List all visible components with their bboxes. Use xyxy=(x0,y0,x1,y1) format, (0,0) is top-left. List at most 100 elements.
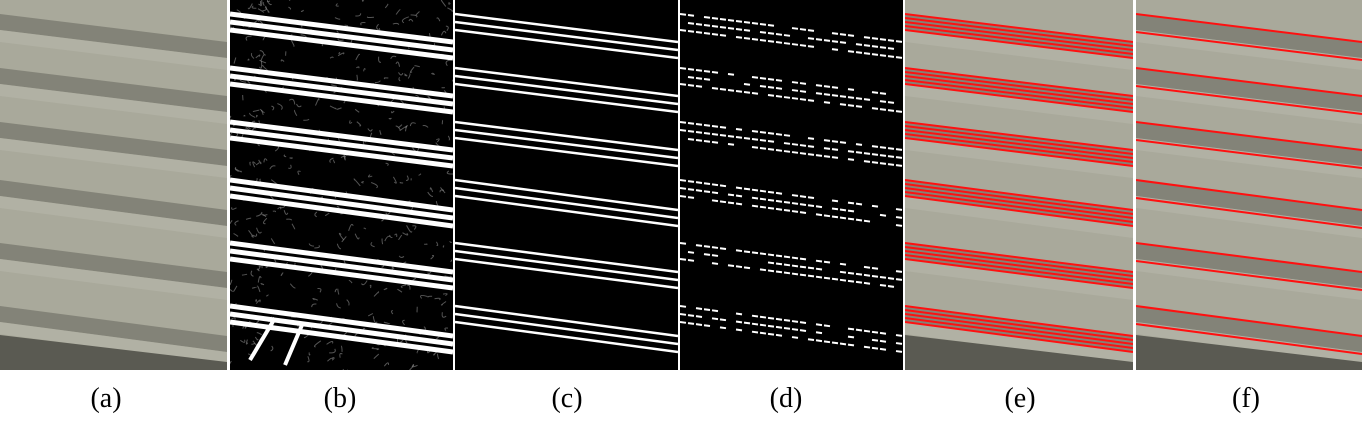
edge-segment xyxy=(872,340,878,341)
edge-segment xyxy=(848,281,854,282)
edge-segment xyxy=(680,322,686,323)
edge-segment xyxy=(848,273,854,274)
edge-segment xyxy=(896,165,902,166)
edge-segment xyxy=(760,148,766,149)
edge-segment xyxy=(688,197,694,198)
edge-segment xyxy=(712,255,718,256)
edge-segment xyxy=(720,19,726,20)
edge-segment xyxy=(728,202,734,203)
edge-segment xyxy=(728,194,734,195)
edge-segment xyxy=(848,35,854,36)
edge-segment xyxy=(752,23,758,24)
edge-segment xyxy=(704,309,710,310)
edge-segment xyxy=(696,86,702,87)
edge-segment xyxy=(824,40,830,41)
edge-segment xyxy=(776,263,782,264)
edge-segment xyxy=(824,341,830,342)
edge-segment xyxy=(752,206,758,207)
edge-segment xyxy=(768,79,774,80)
edge-segment xyxy=(776,34,782,35)
edge-segment xyxy=(760,191,766,192)
edge-segment xyxy=(848,51,854,52)
edge-segment xyxy=(768,200,774,201)
edge-segment xyxy=(776,209,782,210)
edge-segment xyxy=(784,273,790,274)
edge-segment xyxy=(824,156,830,157)
edge-segment xyxy=(864,161,870,162)
edge-segment xyxy=(768,33,774,34)
edge-segment xyxy=(784,35,790,36)
edge-segment xyxy=(896,225,902,226)
edge-segment xyxy=(760,140,766,141)
edge-texture xyxy=(400,182,403,183)
edge-segment xyxy=(776,327,782,328)
edge-segment xyxy=(864,45,870,46)
edge-segment xyxy=(872,38,878,39)
edge-segment xyxy=(712,34,718,35)
edge-segment xyxy=(816,269,822,270)
edge-segment xyxy=(784,43,790,44)
edge-segment xyxy=(864,331,870,332)
edge-segment xyxy=(832,33,838,34)
edge-segment xyxy=(760,207,766,208)
edge-segment xyxy=(832,49,838,50)
edge-segment xyxy=(816,324,822,325)
edge-segment xyxy=(864,267,870,268)
edge-segment xyxy=(840,142,846,143)
edge-segment xyxy=(768,95,774,96)
edge-segment xyxy=(808,38,814,39)
edge-segment xyxy=(816,332,822,333)
edge-segment xyxy=(864,221,870,222)
edge-segment xyxy=(696,316,702,317)
edge-segment xyxy=(816,340,822,341)
edge-segment xyxy=(800,145,806,146)
edge-segment xyxy=(736,29,742,30)
edge-segment xyxy=(768,318,774,319)
edge-segment xyxy=(888,148,894,149)
edge-segment xyxy=(688,15,694,16)
edge-texture xyxy=(382,239,383,245)
edge-segment xyxy=(680,14,686,15)
edge-segment xyxy=(736,21,742,22)
edge-segment xyxy=(744,84,750,85)
edge-segment xyxy=(696,124,702,125)
caption-f: (f) xyxy=(1186,382,1306,416)
edge-segment xyxy=(896,209,902,210)
edge-segment xyxy=(808,100,814,101)
panel-c-binary-edges xyxy=(455,0,678,370)
edge-segment xyxy=(728,20,734,21)
edge-segment xyxy=(728,74,734,75)
edge-segment xyxy=(712,318,718,319)
edge-segment xyxy=(752,77,758,78)
edge-segment xyxy=(736,204,742,205)
edge-segment xyxy=(736,37,742,38)
edge-segment xyxy=(704,325,710,326)
edge-segment xyxy=(768,326,774,327)
edge-segment xyxy=(816,93,822,94)
edge-segment xyxy=(816,155,822,156)
edge-segment xyxy=(848,89,854,90)
edge-segment xyxy=(760,132,766,133)
edge-segment xyxy=(792,203,798,204)
edge-segment xyxy=(768,25,774,26)
edge-segment xyxy=(896,41,902,42)
edge-segment xyxy=(696,182,702,183)
edge-segment xyxy=(808,205,814,206)
edge-segment xyxy=(720,327,726,328)
edge-segment xyxy=(680,30,686,31)
edge-segment xyxy=(704,17,710,18)
edge-segment xyxy=(832,216,838,217)
edge-segment xyxy=(880,147,886,148)
edge-segment xyxy=(776,335,782,336)
edge-segment xyxy=(856,144,862,145)
edge-segment xyxy=(744,22,750,23)
edge-magnitude-image xyxy=(230,0,453,370)
edge-segment xyxy=(888,48,894,49)
edge-segment xyxy=(792,28,798,29)
edge-segment xyxy=(840,272,846,273)
edge-segment xyxy=(704,183,710,184)
edge-segment xyxy=(856,44,862,45)
edge-segment xyxy=(896,279,902,280)
edge-segment xyxy=(792,258,798,259)
edge-segment xyxy=(872,46,878,47)
